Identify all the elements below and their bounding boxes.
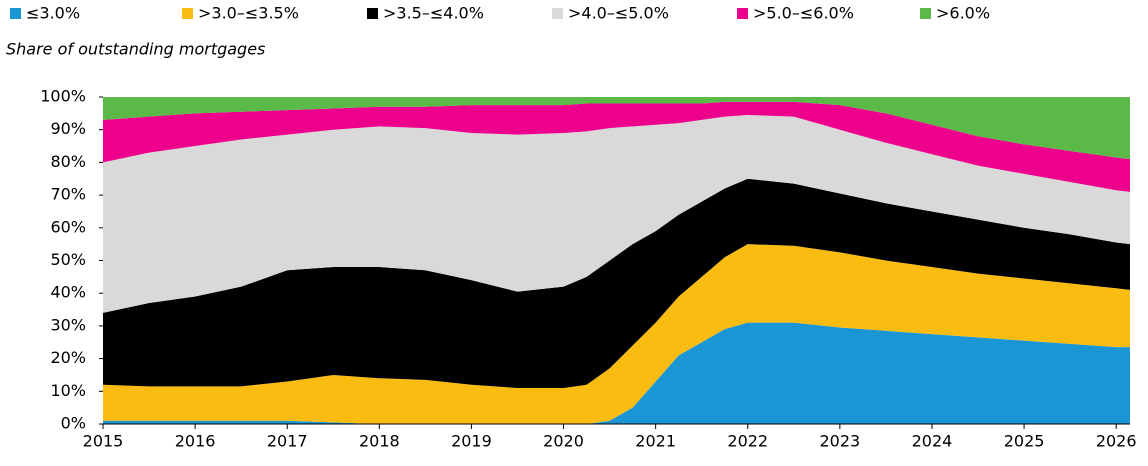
y-tick-label: 100% [40, 87, 86, 106]
legend-swatch [920, 8, 931, 19]
legend-label: >6.0% [936, 4, 990, 23]
y-tick-label: 90% [50, 119, 86, 138]
x-tick-label: 2024 [912, 432, 953, 451]
x-tick-label: 2019 [451, 432, 492, 451]
y-tick-label: 50% [50, 250, 86, 269]
x-tick-label: 2023 [820, 432, 861, 451]
y-tick-label: 10% [50, 381, 86, 400]
x-tick-label: 2015 [83, 432, 124, 451]
x-tick-label: 2016 [175, 432, 216, 451]
area [103, 114, 1130, 313]
legend-swatch [367, 8, 378, 19]
y-tick-label: 70% [50, 185, 86, 204]
x-tick-label: 2022 [727, 432, 768, 451]
area [103, 244, 1130, 424]
x-tick-label: 2017 [267, 432, 308, 451]
x-tick-label: 2025 [1004, 432, 1045, 451]
y-tick-label: 40% [50, 283, 86, 302]
legend-swatch [552, 8, 563, 19]
area [103, 322, 1130, 424]
area [103, 101, 1130, 192]
legend-label: ≤3.0% [26, 4, 80, 23]
legend-label: >3.5–≤4.0% [383, 4, 484, 23]
y-tick-label: 20% [50, 348, 86, 367]
x-tick-label: 2018 [359, 432, 400, 451]
legend-swatch [737, 8, 748, 19]
y-tick-label: 80% [50, 152, 86, 171]
legend-swatch [10, 8, 21, 19]
legend-label: >3.0–≤3.5% [198, 4, 299, 23]
legend-swatch [182, 8, 193, 19]
y-tick-label: 0% [61, 414, 86, 433]
y-tick-label: 30% [50, 315, 86, 334]
y-tick-label: 60% [50, 217, 86, 236]
area [103, 178, 1130, 389]
x-tick-label: 2026 [1096, 432, 1137, 451]
legend-label: >4.0–≤5.0% [568, 4, 669, 23]
legend-label: >5.0–≤6.0% [753, 4, 854, 23]
area [103, 97, 1130, 160]
x-tick-label: 2021 [635, 432, 676, 451]
x-tick-label: 2020 [543, 432, 584, 451]
chart-subtitle: Share of outstanding mortgages [6, 40, 265, 59]
